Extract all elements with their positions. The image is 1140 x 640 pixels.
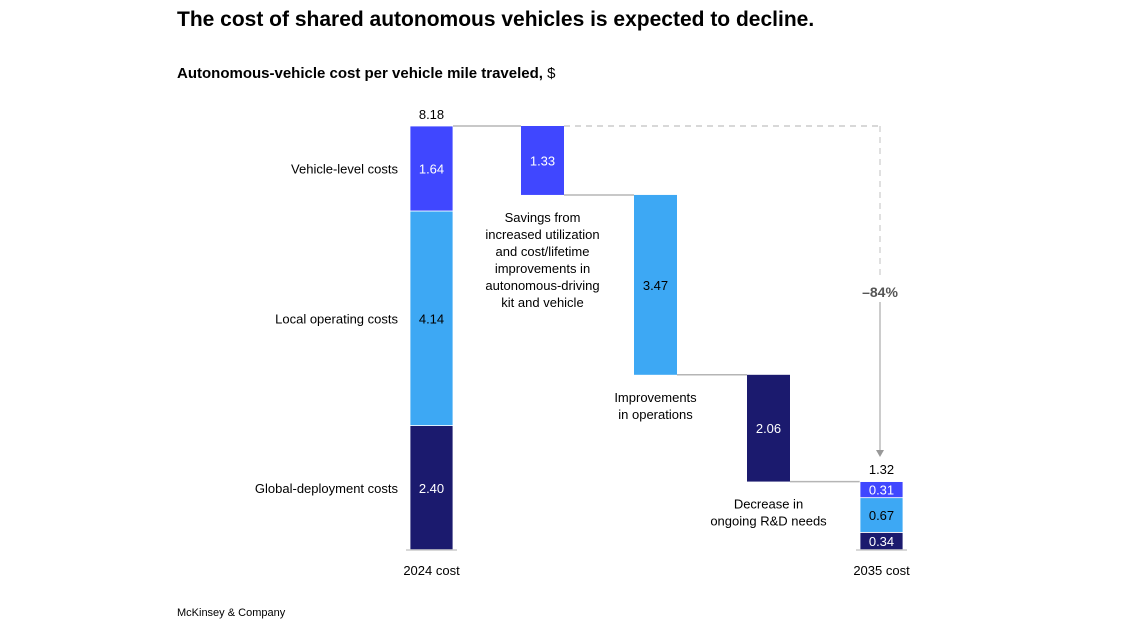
subtitle-unit: $ xyxy=(547,65,556,82)
x-tick-label: 2024 cost xyxy=(403,563,460,578)
decrease-bar xyxy=(634,194,677,375)
end-bar-segment xyxy=(859,497,904,533)
start-bar-segment-label: 1.64 xyxy=(419,162,444,177)
decrease-description: autonomous-driving xyxy=(485,278,599,293)
decrease-value-label: 2.06 xyxy=(756,421,781,436)
decrease-bar xyxy=(747,374,790,482)
decrease-value-label: 3.47 xyxy=(643,278,668,293)
end-total-label: 1.32 xyxy=(869,462,894,477)
decrease-description: Decrease in xyxy=(734,497,803,512)
start-bar-segment xyxy=(409,425,454,551)
footer-brand: McKinsey & Company xyxy=(177,607,286,619)
end-bar-segment-label: 0.34 xyxy=(869,534,894,549)
stack-label: Local operating costs xyxy=(275,311,398,326)
decrease-description: in operations xyxy=(618,407,693,422)
decrease-value-label: 1.33 xyxy=(530,153,555,168)
decrease-description: Savings from xyxy=(505,210,581,225)
stack-label: Vehicle-level costs xyxy=(291,162,398,177)
decrease-description: Improvements xyxy=(614,390,697,405)
decrease-description: ongoing R&D needs xyxy=(710,514,827,529)
decrease-description: improvements in xyxy=(495,261,590,276)
start-total-label: 8.18 xyxy=(419,107,444,122)
decrease-description: and cost/lifetime xyxy=(496,244,590,259)
stack-label: Global-deployment costs xyxy=(255,481,399,496)
end-bar-segment xyxy=(859,481,904,499)
change-percent-label: –84% xyxy=(862,284,898,300)
chart-title: The cost of shared autonomous vehicles i… xyxy=(177,8,815,31)
start-bar-segment xyxy=(409,125,454,212)
arrow-down-icon xyxy=(876,450,884,457)
decrease-bar xyxy=(521,126,564,195)
x-tick-label: 2035 cost xyxy=(853,563,910,578)
decrease-description: increased utilization xyxy=(485,227,599,242)
start-bar-segment-label: 4.14 xyxy=(419,311,444,326)
chart-subtitle: Autonomous-vehicle cost per vehicle mile… xyxy=(177,65,555,82)
end-bar-segment-label: 0.31 xyxy=(869,483,894,498)
decrease-description: kit and vehicle xyxy=(501,295,583,310)
end-bar-segment-label: 0.67 xyxy=(869,508,894,523)
subtitle-text: Autonomous-vehicle cost per vehicle mile… xyxy=(177,65,543,82)
start-bar-segment-label: 2.40 xyxy=(419,481,444,496)
